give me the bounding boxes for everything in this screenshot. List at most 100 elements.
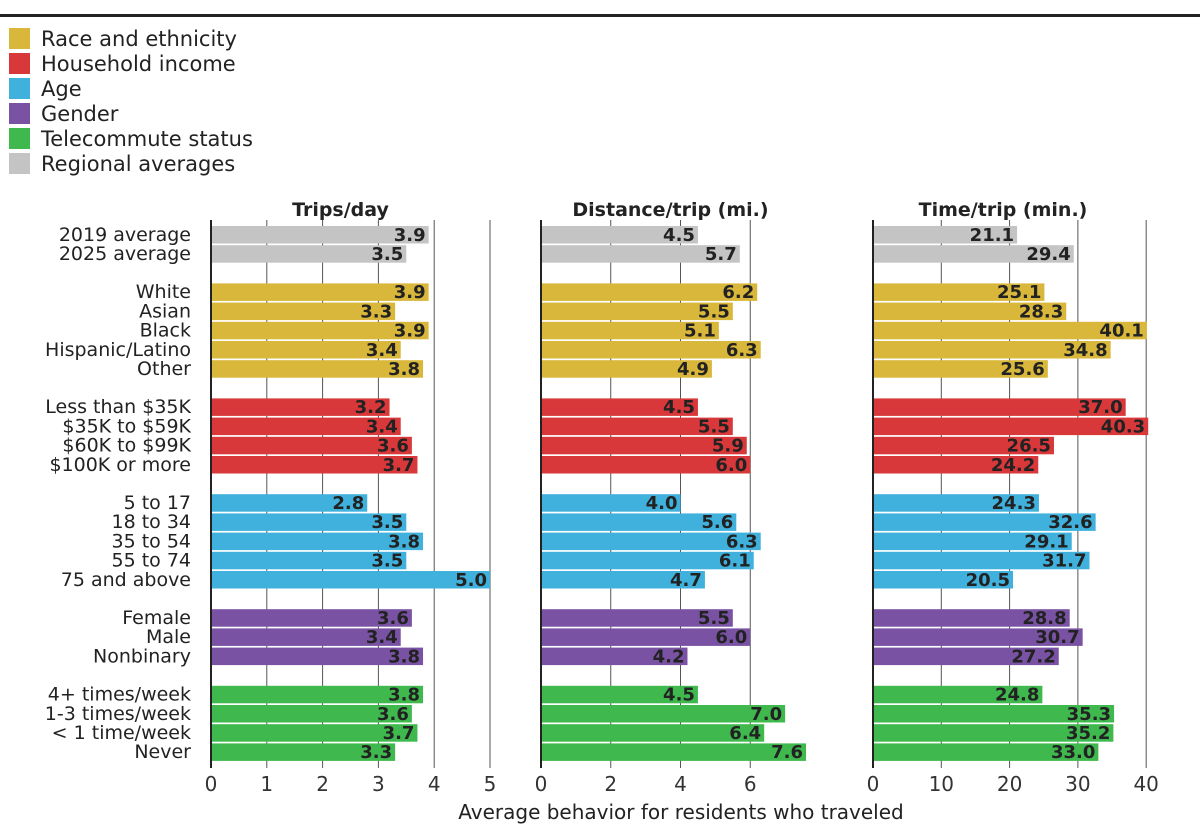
bar [874,551,1090,570]
x-tick-label: 30 [1065,772,1090,796]
bar [874,245,1074,263]
value-label: 4.5 [663,225,695,246]
value-label: 3.6 [377,436,409,457]
bar [874,321,1147,340]
value-label: 29.4 [1026,244,1070,265]
x-tick-label: 40 [1133,772,1158,796]
bar [542,647,688,666]
bar [542,494,681,512]
top-rule [0,14,1200,17]
bar [212,321,429,340]
category-label: 5 to 17 [124,492,191,514]
x-tick-label: 0 [867,772,880,796]
value-label: 35.3 [1067,704,1111,725]
value-label: 3.7 [383,455,415,476]
panel-title: Time/trip (min.) [919,199,1088,221]
bar [542,571,705,589]
x-axis-label: Average behavior for residents who trave… [458,800,904,824]
value-label: 28.8 [1022,608,1066,629]
bar [212,494,368,512]
bar [874,417,1149,436]
value-label: 3.3 [360,742,392,763]
value-label: 3.3 [360,301,392,322]
x-tick-label: 4 [428,772,441,796]
bar [542,398,698,416]
value-label: 3.8 [388,685,420,706]
bar [542,743,807,761]
category-label: 2019 average [59,224,191,246]
bar [212,705,412,723]
value-label: 3.6 [377,608,409,629]
bar [542,513,737,531]
legend-label: Gender [41,102,119,126]
bar [874,456,1039,474]
x-tick-label: 1 [260,772,273,796]
value-label: 3.2 [355,397,387,418]
x-tick-label: 3 [372,772,385,796]
bar [542,456,751,474]
value-label: 6.3 [726,531,758,552]
value-label: 3.5 [371,512,403,533]
value-label: 3.4 [366,627,398,648]
value-label: 4.2 [653,646,685,667]
value-label: 40.3 [1101,416,1145,437]
bar [542,360,712,378]
value-label: 5.5 [698,608,730,629]
bar [542,628,751,646]
category-label: Never [134,741,191,763]
bar [542,724,765,742]
category-label: 2025 average [59,243,191,265]
legend-label: Household income [41,52,236,76]
legend-swatch [9,128,30,149]
bar [874,571,1013,589]
x-tick-label: 20 [997,772,1022,796]
legend-label: Race and ethnicity [41,27,237,51]
category-label: Female [122,607,191,629]
value-label: 5.0 [455,570,487,591]
value-label: 4.9 [677,359,709,380]
value-label: 3.8 [388,531,420,552]
bar [212,724,418,742]
category-label: Other [137,358,191,380]
bar [542,532,761,551]
value-label: 6.1 [719,551,751,572]
legend-swatch [9,53,30,74]
legend-swatch [9,153,30,174]
bar [212,360,424,378]
value-label: 21.1 [970,225,1014,246]
value-label: 32.6 [1048,512,1092,533]
bar [874,398,1126,416]
legend-swatch [9,28,30,49]
bar [874,226,1018,244]
value-label: 5.5 [698,416,730,437]
bar [874,494,1039,512]
bar [542,283,758,301]
bar [874,302,1067,321]
value-label: 25.1 [997,282,1041,303]
value-label: 4.5 [663,397,695,418]
bar [874,360,1048,378]
bar [212,551,407,570]
bar [542,226,698,244]
bar [874,436,1054,455]
panel-title: Trips/day [292,199,389,221]
bar [212,571,490,589]
legend-label: Age [41,77,82,101]
gridlines [210,220,1147,768]
bar [874,513,1096,531]
bar [212,532,424,551]
x-tick-label: 2 [604,772,617,796]
bars [212,226,1149,761]
bar [874,705,1115,723]
legend-label: Telecommute status [40,127,253,151]
value-label: 3.7 [383,723,415,744]
value-label: 3.6 [377,704,409,725]
bar [874,647,1059,666]
value-label: 37.0 [1078,397,1122,418]
x-tick-label: 4 [674,772,687,796]
value-label: 5.5 [698,301,730,322]
x-tick-label: 5 [484,772,497,796]
category-label: 35 to 54 [111,530,191,552]
